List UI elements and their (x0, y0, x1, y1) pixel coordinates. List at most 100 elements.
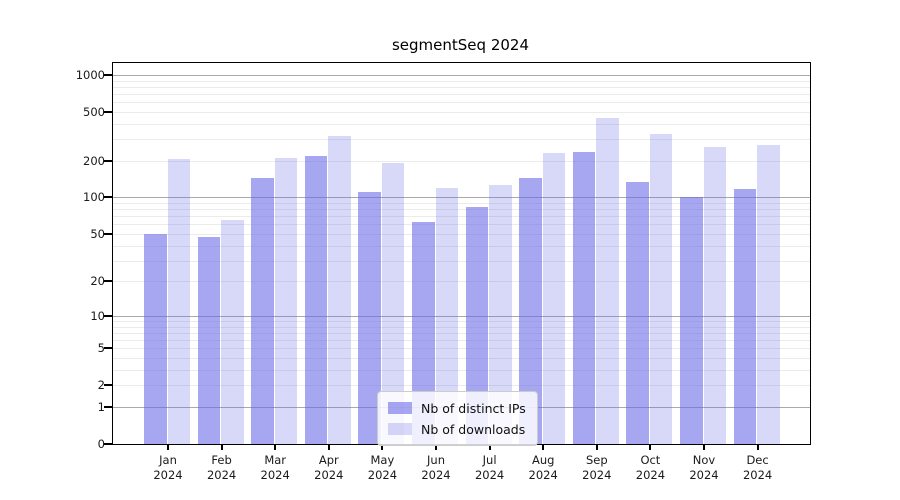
gridline-minor (113, 348, 810, 350)
x-tick-label-line: Feb (211, 453, 232, 467)
bar-distinct-ips (358, 192, 381, 444)
bar-downloads (542, 153, 566, 444)
bar-distinct-ips (626, 181, 649, 444)
y-tick-mark (104, 405, 112, 408)
x-tick-label: Jan 2024 (140, 453, 196, 483)
y-tick-label: 200 (83, 153, 105, 168)
x-tick-label: Dec 2024 (730, 453, 786, 483)
y-tick-mark (104, 232, 112, 235)
gridline-minor (113, 203, 810, 205)
bar-downloads (649, 134, 673, 444)
y-tick-label: 20 (90, 274, 105, 289)
x-tick-label-line: 2024 (206, 468, 237, 482)
x-tick-label-line: 2024 (474, 468, 505, 482)
gridline-minor (113, 111, 810, 113)
y-tick-mark (104, 280, 112, 283)
x-tick-mark (435, 444, 437, 450)
gridline-minor (113, 326, 810, 328)
bar-downloads (703, 147, 726, 444)
gridline-major (113, 74, 810, 76)
y-tick-label: 100 (83, 190, 105, 205)
x-tick-label-line: 2024 (528, 468, 558, 482)
bar-downloads (328, 135, 351, 444)
bar-downloads (596, 118, 619, 444)
bar-downloads (221, 220, 244, 444)
x-tick-label-line: 2024 (582, 468, 612, 482)
x-tick-label-line: 2024 (260, 468, 290, 482)
plot-area: Nb of distinct IPs Nb of downloads 1000 50… (76, 62, 811, 482)
x-tick-label-line: Mar (264, 453, 287, 467)
y-tick-label: 50 (90, 226, 105, 241)
x-tick-label: Jun 2024 (408, 453, 464, 483)
x-tick-label: Jul 2024 (462, 453, 518, 483)
x-tick-label: Mar 2024 (247, 453, 303, 483)
x-tick-label-line: 2024 (689, 468, 719, 482)
x-tick-label-line: 2024 (314, 468, 344, 482)
gridline-minor (113, 332, 810, 334)
x-tick-label-line: Nov (692, 453, 716, 467)
x-tick-label-line: Jan (159, 453, 177, 467)
x-tick-label-line: 2024 (367, 468, 398, 482)
legend-label: Nb of downloads (421, 421, 526, 437)
x-tick-mark (488, 444, 491, 450)
bar-downloads (274, 157, 298, 444)
chart-title: segmentSeq 2024 (391, 36, 529, 54)
bar-distinct-ips (251, 177, 274, 444)
gridline-minor (113, 80, 810, 82)
y-tick-label: 0 (97, 437, 105, 451)
gridline-minor (113, 385, 810, 387)
y-tick-label: 2 (97, 378, 105, 393)
x-tick-mark (542, 444, 545, 450)
bar-distinct-ips (412, 221, 435, 444)
x-tick-label-line: 2024 (421, 468, 451, 482)
gridline-minor (113, 369, 810, 371)
gridline-minor (113, 224, 810, 226)
y-tick-label: 1000 (75, 67, 105, 82)
y-tick-mark (104, 347, 112, 350)
gridline-minor (113, 123, 810, 125)
gridline-minor (113, 139, 810, 141)
legend-swatch-icon (388, 402, 412, 414)
x-tick-label-line: Dec (746, 453, 769, 467)
legend-label: Nb of distinct IPs (421, 400, 526, 416)
y-tick-mark (104, 159, 112, 162)
x-tick-mark (327, 444, 330, 450)
bar-downloads (381, 162, 405, 444)
gridline-minor (113, 102, 810, 104)
x-tick-label: Aug 2024 (515, 453, 571, 483)
x-tick-mark (649, 444, 652, 450)
y-tick-label: 10 (90, 308, 105, 323)
bar-downloads (167, 159, 190, 444)
y-tick-label: 5 (97, 341, 105, 356)
gridline-minor (113, 160, 810, 162)
x-tick-label: May 2024 (354, 453, 410, 483)
bar-distinct-ips (572, 152, 596, 444)
gridline-minor (113, 245, 810, 247)
bar-downloads (435, 187, 458, 444)
legend: Nb of distinct IPs Nb of downloads (377, 391, 538, 446)
bar-distinct-ips (465, 206, 489, 444)
y-tick-mark (104, 443, 112, 445)
x-tick-label-line: 2024 (635, 468, 666, 482)
gridline-minor (113, 209, 810, 211)
y-tick-mark (104, 314, 112, 317)
gridline-minor (113, 358, 810, 360)
x-tick-label-line: 2024 (742, 468, 773, 482)
y-tick-label: 500 (83, 104, 105, 119)
gridline-minor (113, 216, 810, 218)
gridline-major (113, 197, 810, 199)
bar-downloads (757, 144, 780, 444)
x-tick-label-line: Sep (585, 453, 608, 467)
x-tick-label-line: Jul (482, 453, 497, 467)
y-tick-mark (104, 196, 112, 199)
bar-distinct-ips (197, 237, 221, 444)
bar-distinct-ips (680, 197, 703, 444)
gridline-minor (113, 340, 810, 342)
y-tick-mark (104, 73, 112, 76)
x-tick-mark (703, 444, 705, 450)
bar-distinct-ips (733, 188, 757, 444)
x-tick-mark (274, 444, 277, 450)
legend-entry-distinct-ips: Nb of distinct IPs (388, 399, 526, 417)
gridline-minor (113, 281, 810, 283)
